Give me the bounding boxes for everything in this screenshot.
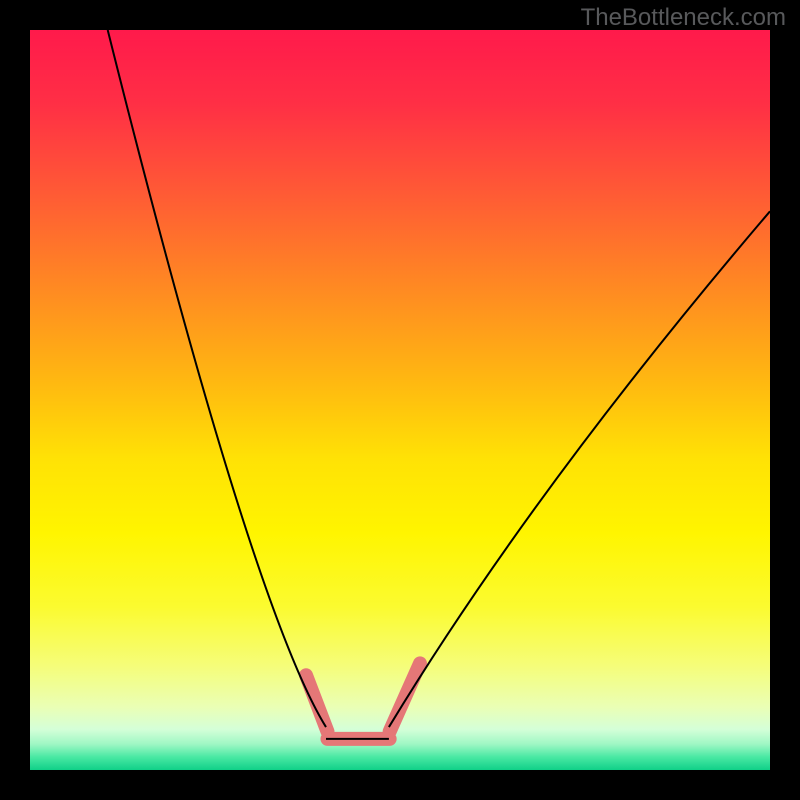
watermark-text: TheBottleneck.com (581, 4, 786, 32)
chart-svg (0, 0, 800, 800)
plot-background (30, 30, 770, 770)
chart-frame: TheBottleneck.com (0, 0, 800, 800)
